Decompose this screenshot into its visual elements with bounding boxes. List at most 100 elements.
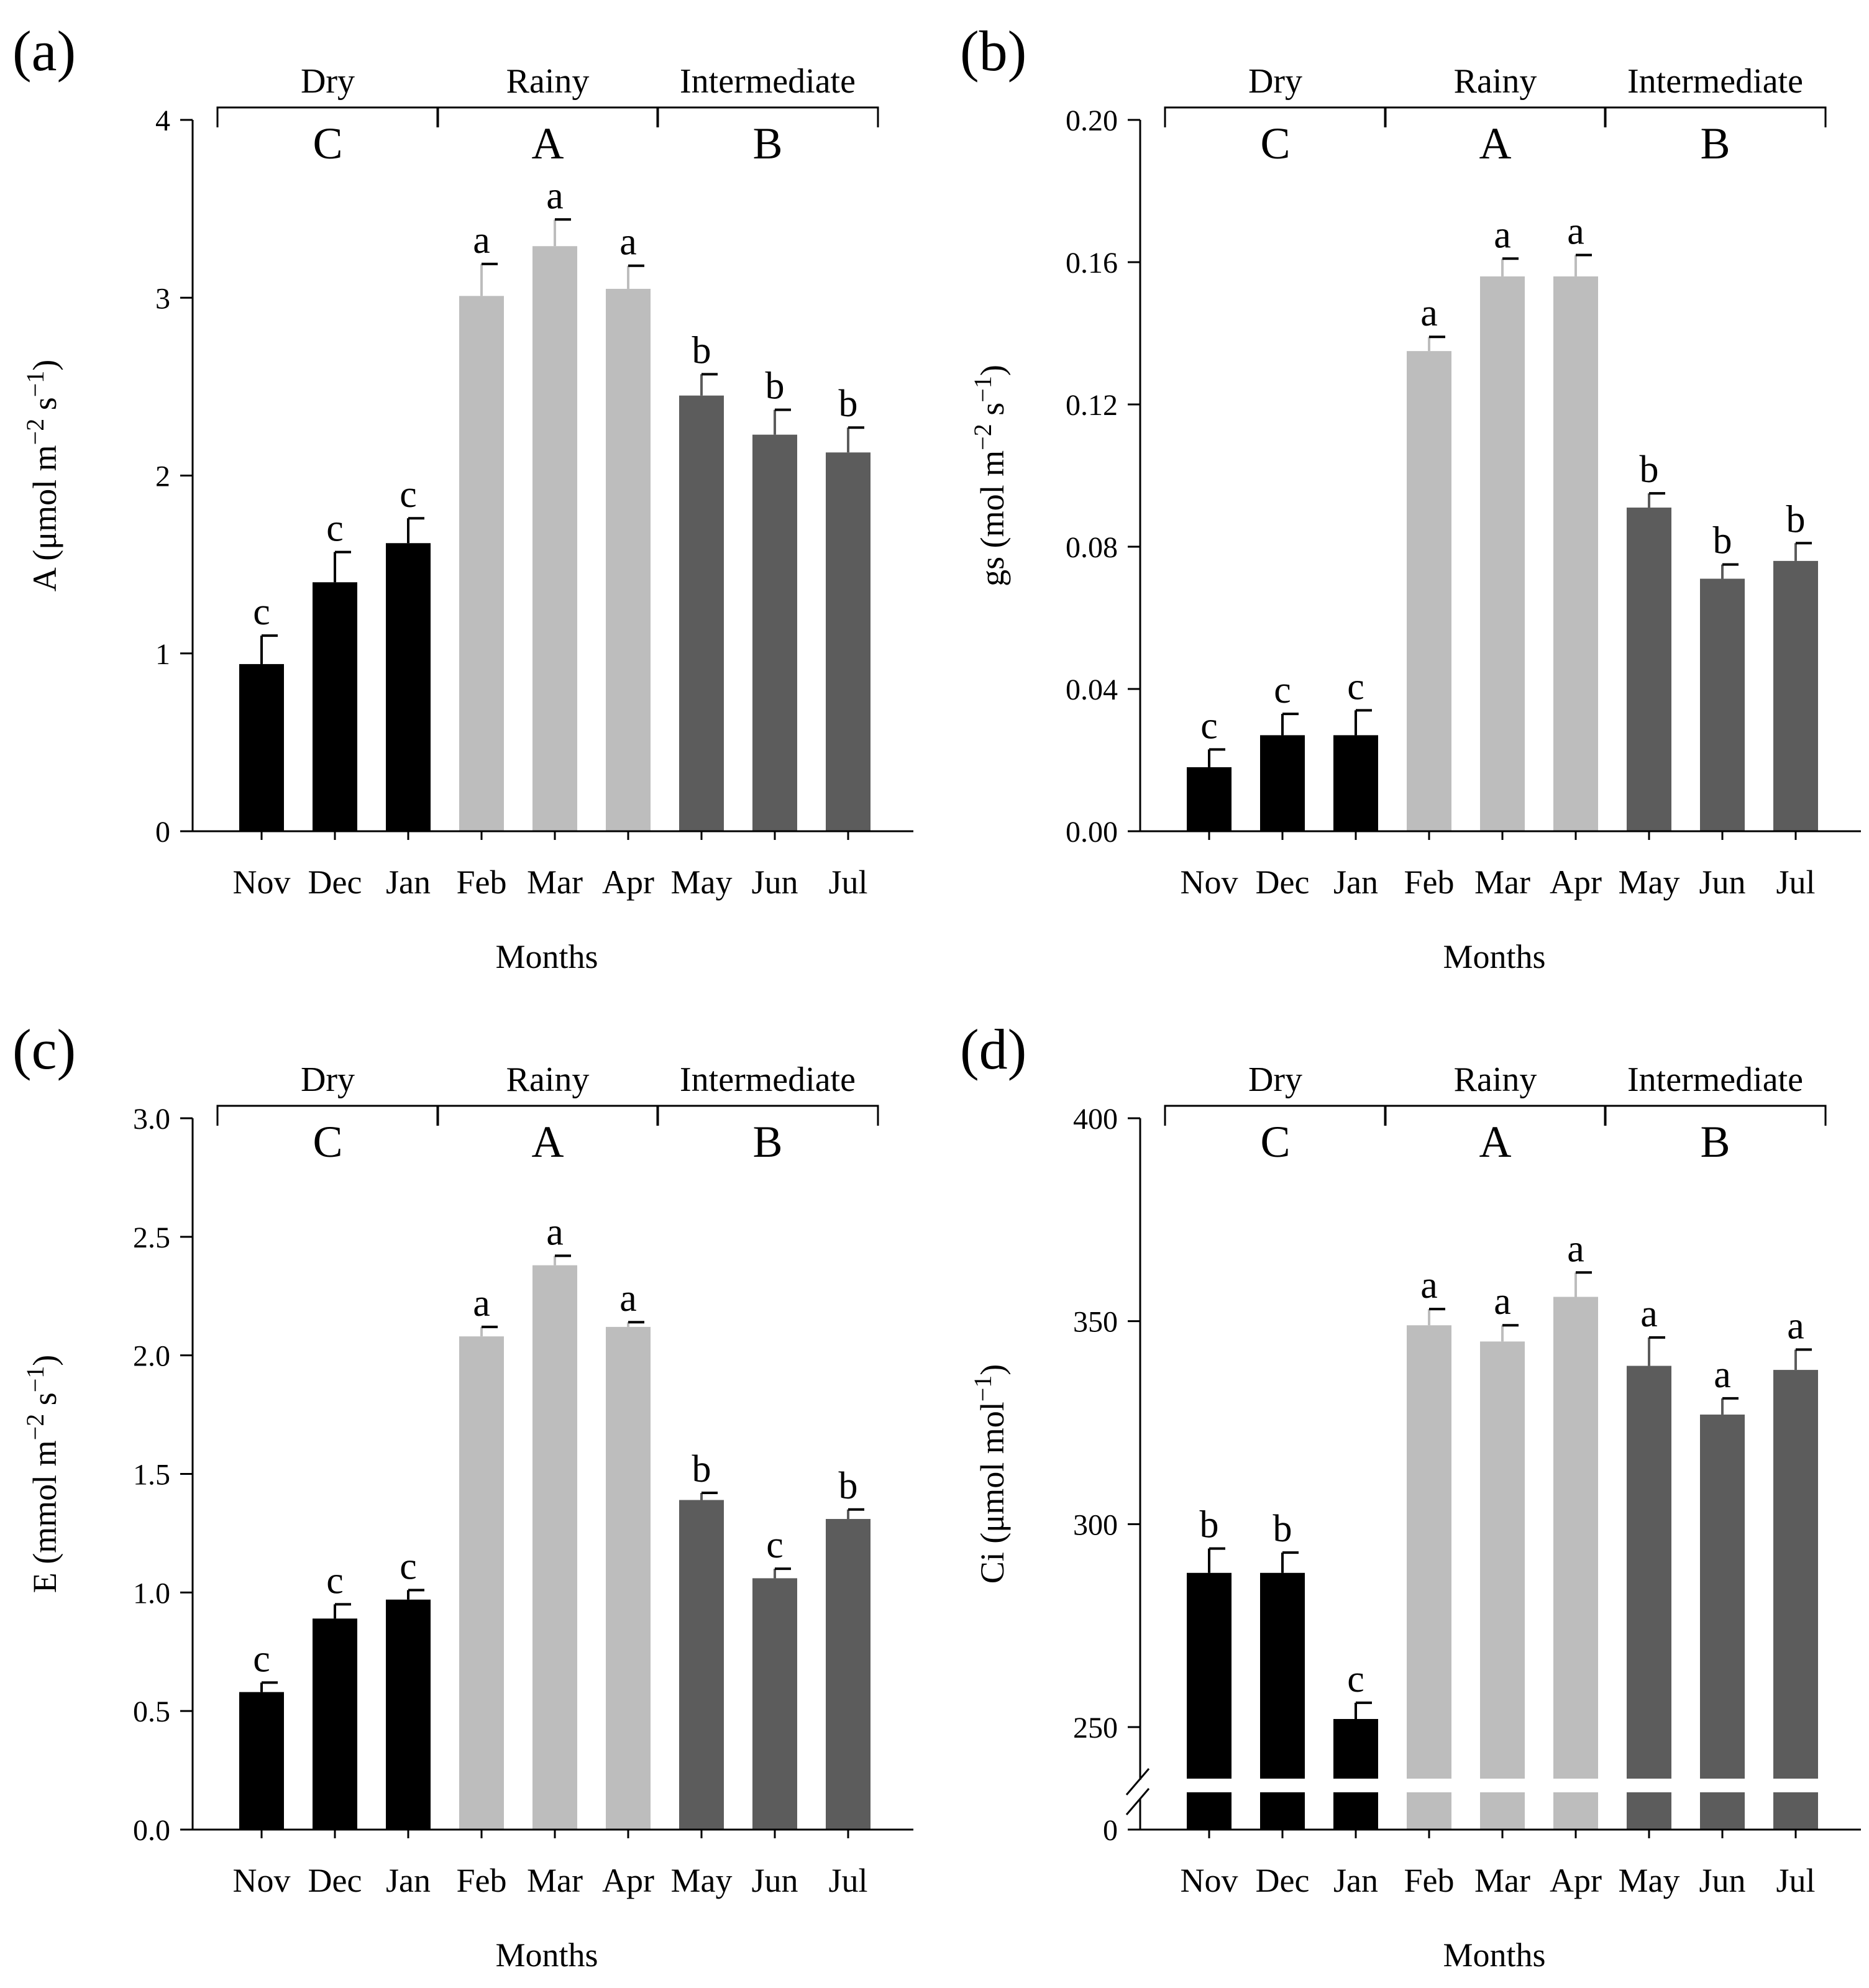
- y-tick-label: 0.00: [1066, 816, 1118, 849]
- bar-nov: [239, 1692, 284, 1830]
- axis-break-mark: [1125, 1788, 1150, 1815]
- x-tick-label: Nov: [1181, 1862, 1238, 1899]
- y-tick-label: 0.0: [133, 1814, 170, 1847]
- y-tick-label: 1: [155, 638, 170, 671]
- y-axis-label-superscript: −2: [969, 424, 997, 450]
- season-group-letter: C: [1260, 119, 1290, 168]
- bar-apr: [606, 1326, 651, 1830]
- significance-letter: c: [1347, 1658, 1364, 1700]
- bar-apr: [606, 288, 651, 831]
- y-tick-label: 0.20: [1066, 104, 1118, 137]
- x-tick-label: Jan: [386, 864, 431, 901]
- bracket-line: [1604, 1105, 1827, 1126]
- y-axis-label-text: s: [974, 403, 1011, 424]
- significance-letter: b: [1640, 449, 1659, 491]
- x-tick-label: Apr: [1550, 864, 1602, 901]
- y-tick-label: 0: [155, 816, 170, 849]
- x-tick-label: Mar: [527, 864, 583, 901]
- significance-letter: c: [766, 1524, 784, 1566]
- panel-d: (d) Dry C Rainy A Intermediate Bb Nov b Dec c Jan a F…: [960, 1018, 1862, 1974]
- significance-letter: b: [1713, 520, 1732, 562]
- x-tick-label: Jan: [1333, 864, 1378, 901]
- x-axis-label: Months: [495, 1936, 598, 1974]
- x-tick-label: Mar: [1474, 1862, 1530, 1899]
- season-bracket-rainy: Rainy A: [436, 1060, 659, 1167]
- season-group-letter: B: [752, 119, 782, 168]
- y-tick-label: 0.12: [1066, 389, 1118, 422]
- significance-letter: a: [546, 175, 564, 217]
- y-tick-label: 0.04: [1066, 673, 1118, 706]
- y-tick-label: 0.5: [133, 1695, 170, 1728]
- y-tick-label: 3.0: [133, 1103, 170, 1136]
- bar-mar: [1480, 1341, 1525, 1830]
- x-tick-label: May: [1619, 1862, 1680, 1899]
- x-tick-label: Dec: [1256, 1862, 1310, 1899]
- significance-letter: a: [473, 219, 490, 262]
- bar-may: [1627, 1366, 1671, 1830]
- bar-jan: [1333, 735, 1378, 831]
- x-tick-label: Jul: [1776, 864, 1815, 901]
- y-axis-label-text: A (μmol m: [26, 445, 63, 591]
- y-axis-label: Ci (μmol mol−1): [969, 1364, 1011, 1584]
- y-tick-label: 0.08: [1066, 531, 1118, 564]
- y-axis-label-superscript: −1: [21, 371, 49, 398]
- bar-mar: [532, 1265, 577, 1830]
- significance-letter: a: [619, 221, 637, 263]
- bar-apr: [1553, 276, 1598, 831]
- y-axis-label: A (μmol m−2 s−1): [21, 360, 63, 592]
- bar-dec: [313, 582, 357, 831]
- significance-letter: b: [1200, 1504, 1219, 1546]
- bar-dec: [313, 1618, 357, 1830]
- bar-feb: [1407, 1325, 1451, 1830]
- x-tick-label: May: [671, 864, 733, 901]
- y-axis-label-text: ): [26, 1355, 63, 1366]
- significance-letter: c: [400, 473, 417, 516]
- season-group-letter: A: [1479, 1117, 1512, 1167]
- season-bracket-intermediate: Intermediate B: [656, 1060, 879, 1167]
- significance-letter: a: [1567, 211, 1584, 253]
- bar-jul: [1773, 560, 1818, 831]
- panel-label: (c): [12, 1018, 76, 1081]
- season-name: Dry: [1248, 62, 1302, 101]
- season-bracket-rainy: Rainy A: [436, 62, 659, 168]
- x-tick-label: Mar: [1474, 864, 1530, 901]
- x-tick-label: Nov: [1181, 864, 1238, 901]
- significance-letter: a: [546, 1211, 564, 1253]
- x-tick-label: Apr: [602, 864, 654, 901]
- season-name: Rainy: [1454, 62, 1537, 101]
- significance-letter: a: [473, 1282, 490, 1325]
- x-tick-label: May: [671, 1862, 733, 1899]
- season-bracket-rainy: Rainy A: [1384, 1060, 1607, 1167]
- bar-jan: [386, 543, 431, 831]
- panel-a: (a) Dry C Rainy A Intermediate Bc Nov c Dec c Jan a F…: [12, 19, 913, 975]
- y-axis-label-superscript: −2: [21, 419, 49, 445]
- significance-letter: a: [1420, 1264, 1438, 1306]
- significance-letter: b: [839, 1465, 858, 1507]
- season-name: Dry: [301, 62, 355, 101]
- significance-letter: a: [1567, 1228, 1584, 1270]
- bar-feb: [459, 1336, 504, 1830]
- x-tick-label: Feb: [1404, 864, 1455, 901]
- y-axis-label-text: ): [26, 360, 63, 371]
- y-tick-label: 4: [155, 104, 170, 137]
- bar-jul: [1773, 1370, 1818, 1830]
- season-group-letter: B: [1700, 119, 1730, 168]
- significance-letter: b: [692, 329, 711, 372]
- bar-feb: [459, 296, 504, 831]
- season-bracket-intermediate: Intermediate B: [1604, 1060, 1827, 1167]
- significance-letter: a: [1787, 1305, 1804, 1347]
- season-name: Dry: [301, 1060, 355, 1099]
- y-axis-label-superscript: −2: [21, 1414, 49, 1441]
- season-bracket-rainy: Rainy A: [1384, 62, 1607, 168]
- y-axis-label: E (mmol m−2 s−1): [21, 1355, 63, 1594]
- season-bracket-dry: Dry C: [216, 1060, 439, 1167]
- season-group-letter: B: [752, 1117, 782, 1167]
- season-group-letter: C: [313, 1117, 342, 1167]
- season-bracket-dry: Dry C: [1164, 1060, 1387, 1167]
- bar-may: [679, 395, 724, 831]
- significance-letter: c: [400, 1546, 417, 1588]
- significance-letter: c: [326, 508, 344, 550]
- y-axis-label-text: E (mmol m: [26, 1440, 63, 1593]
- x-tick-label: Nov: [233, 1862, 291, 1899]
